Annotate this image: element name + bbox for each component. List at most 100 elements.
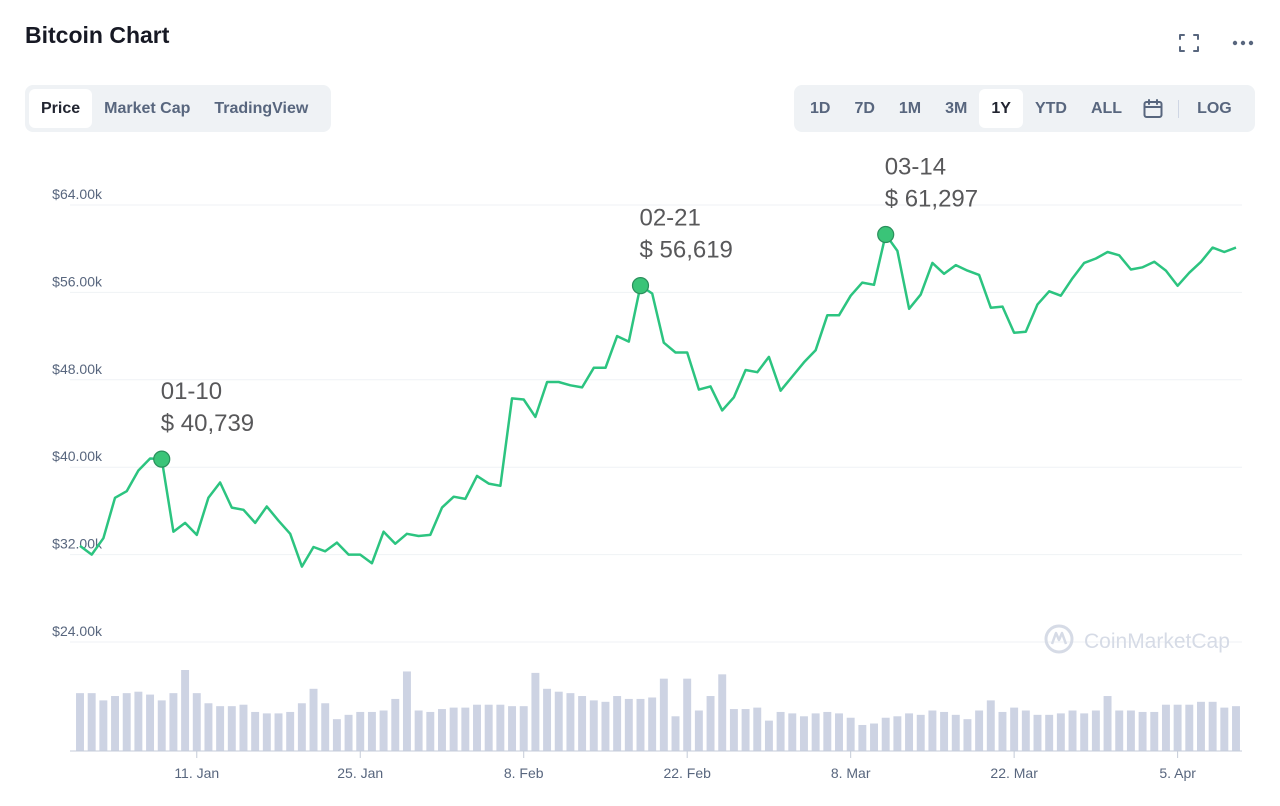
volume-bar — [566, 693, 575, 751]
annotation-marker[interactable] — [631, 277, 650, 295]
range-1d[interactable]: 1D — [810, 99, 831, 117]
volume-bar — [134, 691, 143, 751]
annotation-marker[interactable] — [153, 450, 171, 468]
volume-bar — [1161, 704, 1170, 751]
volume-bar — [554, 691, 563, 751]
volume-bar — [741, 709, 750, 751]
x-tick-label: 22. Mar — [990, 765, 1038, 781]
range-1y[interactable]: 1Y — [979, 89, 1023, 128]
volume-bar — [905, 713, 914, 751]
volume-bars — [76, 670, 1240, 751]
volume-bar — [1021, 710, 1030, 751]
volume-bar — [1091, 710, 1100, 751]
annotation-date: 02-21 — [639, 205, 700, 232]
price-series — [79, 233, 1237, 568]
volume-bar — [718, 674, 727, 751]
volume-bar — [1138, 711, 1147, 751]
volume-bar — [1208, 701, 1217, 751]
volume-bar — [216, 706, 225, 751]
divider — [1178, 99, 1180, 118]
volume-bar — [1068, 710, 1077, 751]
chart-actions — [1176, 30, 1256, 56]
volume-bar — [449, 707, 458, 751]
x-tick-label: 8. Mar — [831, 765, 871, 781]
range-ytd[interactable]: YTD — [1034, 99, 1067, 117]
range-tabs: 1D 7D 1M 3M 1Y YTD ALL LOG — [794, 85, 1255, 132]
volume-bar — [1080, 713, 1089, 751]
volume-bar — [111, 696, 120, 751]
volume-bar — [461, 707, 470, 751]
volume-bar — [519, 706, 528, 751]
range-all[interactable]: ALL — [1090, 99, 1123, 117]
volume-bar — [414, 710, 423, 751]
volume-bar — [204, 703, 213, 751]
y-tick-label: $56.00k — [52, 273, 103, 289]
y-tick-label: $40.00k — [52, 448, 103, 464]
volume-bar — [951, 714, 960, 751]
volume-bar — [379, 710, 388, 751]
calendar-icon[interactable] — [1134, 89, 1172, 128]
annotation-marker[interactable] — [877, 225, 895, 244]
volume-bar — [402, 671, 411, 751]
range-7d[interactable]: 7D — [854, 99, 875, 117]
range-1m[interactable]: 1M — [898, 99, 922, 117]
volume-bar — [99, 700, 108, 751]
annotation-date: 01-10 — [161, 378, 222, 405]
volume-bar — [1185, 704, 1194, 751]
volume-bar — [157, 700, 166, 751]
y-tick-label: $24.00k — [52, 623, 103, 639]
volume-bar — [262, 713, 271, 751]
range-3m[interactable]: 3M — [945, 99, 968, 117]
volume-bar — [881, 717, 890, 751]
log-toggle[interactable]: LOG — [1197, 99, 1232, 117]
volume-bar — [823, 711, 832, 751]
volume-bar — [1126, 710, 1135, 751]
volume-bar — [1115, 710, 1124, 751]
volume-bar — [636, 698, 645, 751]
volume-bar — [367, 711, 376, 751]
volume-bar — [940, 711, 949, 751]
volume-bar — [274, 713, 283, 751]
axes: 11. Jan 25. Jan 8. Feb 22. Feb 8. Mar 22. Mar… — [70, 750, 1242, 781]
tab-market-cap[interactable]: Market Cap — [104, 99, 191, 117]
volume-bar — [508, 706, 517, 751]
price-line — [79, 233, 1237, 568]
volume-bar — [648, 697, 657, 751]
volume-bar — [181, 670, 190, 751]
volume-bar — [835, 713, 843, 751]
fullscreen-icon[interactable] — [1176, 30, 1202, 56]
annotations: 01-10 $ 40,739 02-21 $ 56,619 03-14 $ 61,297 — [153, 154, 978, 468]
volume-bar — [928, 710, 937, 751]
volume-bar — [788, 713, 797, 751]
tab-tradingview[interactable]: TradingView — [214, 99, 309, 117]
annotation-price: $ 40,739 — [161, 410, 254, 437]
volume-bar — [764, 720, 773, 751]
volume-bar — [671, 716, 680, 751]
volume-bar — [286, 711, 295, 751]
volume-bar — [601, 701, 610, 751]
volume-bar — [251, 711, 260, 751]
volume-bar — [1232, 706, 1240, 751]
x-tick-label: 25. Jan — [337, 765, 383, 781]
volume-bar — [998, 711, 1007, 751]
x-tick-label: 11. Jan — [174, 765, 219, 781]
volume-bar — [916, 714, 925, 751]
volume-bar — [893, 716, 902, 751]
volume-bar — [356, 711, 365, 751]
volume-bar — [753, 707, 762, 751]
volume-bar — [543, 688, 552, 751]
volume-bar — [706, 696, 715, 751]
watermark: CoinMarketCap — [1044, 624, 1230, 654]
volume-bar — [613, 696, 622, 751]
volume-bar — [146, 694, 155, 751]
volume-bar — [227, 706, 236, 751]
volume-bar — [391, 698, 400, 751]
more-icon[interactable] — [1230, 30, 1256, 56]
volume-bar — [811, 713, 820, 751]
x-tick-label: 8. Feb — [504, 765, 544, 781]
tab-price[interactable]: Price — [29, 89, 93, 128]
volume-bar — [1033, 714, 1042, 751]
volume-bar — [438, 709, 446, 751]
volume-bar — [589, 700, 598, 751]
